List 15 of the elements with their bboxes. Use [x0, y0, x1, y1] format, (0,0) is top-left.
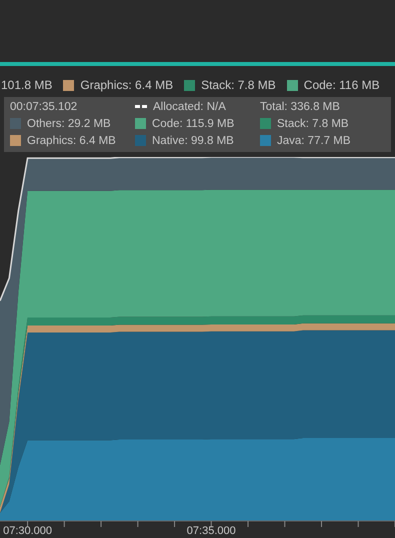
text: Code: 116 MB: [302, 78, 380, 92]
text: Stack: 7.8 MB: [200, 78, 276, 92]
text: Allocated: N/A: [152, 100, 227, 115]
text: Total: 336.8 MB: [260, 100, 341, 115]
text: 101.8 MB: [1, 78, 52, 92]
legend-label: Graphics: 6.4 MB: [26, 134, 117, 149]
x-tick-label: 07:30.000: [3, 525, 52, 537]
x-tick-label: 07:35.000: [186, 525, 236, 537]
legend-label: Stack: 7.8 MB: [276, 117, 350, 132]
text: Graphics: 6.4 MB: [79, 78, 174, 92]
legend-label: Native: 99.8 MB: [151, 134, 235, 149]
legend-label: Others: 29.2 MB: [26, 117, 112, 132]
text: 00:07:35.102: [10, 100, 78, 115]
legend-label: Java: 77.7 MB: [276, 134, 352, 149]
legend-label: Code: 115.9 MB: [151, 117, 236, 132]
